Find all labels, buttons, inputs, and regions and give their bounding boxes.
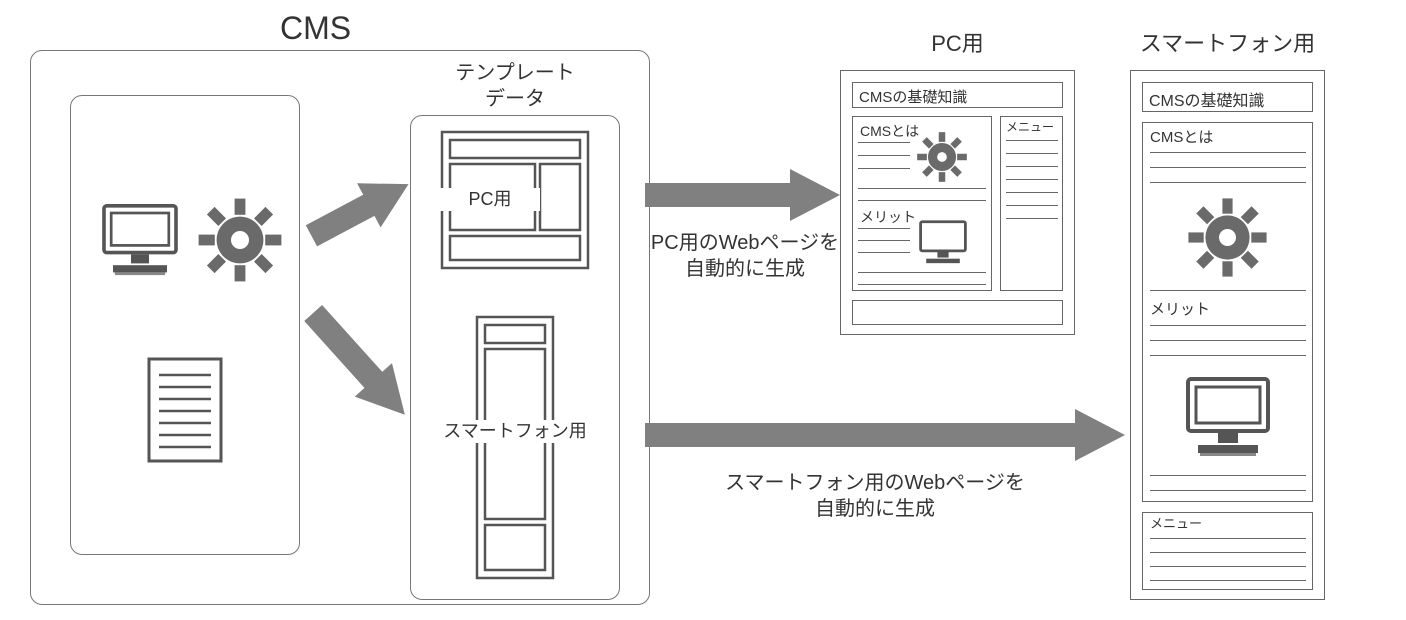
sp-output-heading: スマートフォン用 [1115,30,1340,59]
arrow-cms-to-pc [645,165,840,225]
arrow-data-to-pc [300,160,420,260]
arrow-data-to-sp [300,290,420,440]
sp-output-menu-label: メニュー [1150,516,1202,533]
pc-output-footer [852,300,1063,325]
document-icon [145,355,225,465]
sp-output-titlebar: CMSの基礎知識 [1142,82,1313,112]
data-panel-box [70,95,300,555]
pc-output-menu-label: メニュー [1006,120,1054,136]
arrow-cms-to-sp [645,405,1125,465]
pc-output-section2: メリット [860,208,916,226]
cms-title: CMS [280,8,351,50]
monitor-icon [1178,367,1278,467]
pc-output-titlebar: CMSの基礎知識 [852,82,1063,108]
pc-output-menu [1000,116,1063,291]
sp-output-section2: メリット [1150,300,1210,320]
monitor-icon [95,195,185,285]
diagram-stage: CMS 画像・テキスト データ [0,0,1406,620]
gear-icon [915,130,969,184]
sp-template-wireframe [475,315,555,580]
pc-arrow-caption: PC用のWebページを 自動的に生成 [640,230,850,282]
pc-output-heading: PC用 [840,30,1075,59]
pc-output-section1: CMSとは [860,122,919,140]
pc-template-label: PC用 [440,188,540,211]
sp-template-label: スマートフォン用 [425,420,605,443]
template-panel-title: テンプレート データ [430,60,600,112]
sp-arrow-caption: スマートフォン用のWebページを 自動的に生成 [700,470,1050,522]
monitor-icon [915,215,971,271]
sp-output-section1: CMSとは [1150,128,1213,148]
gear-icon [195,195,285,285]
gear-icon [1185,195,1270,280]
